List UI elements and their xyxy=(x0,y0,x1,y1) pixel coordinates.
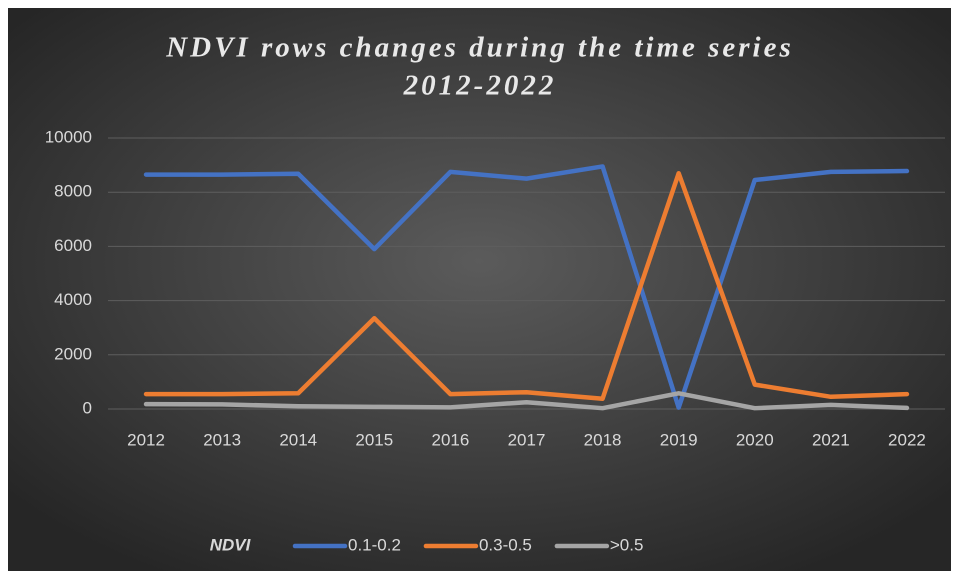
y-tick-label: 6000 xyxy=(54,236,92,255)
y-tick-label: 8000 xyxy=(54,182,92,201)
x-tick-label: 2018 xyxy=(584,430,622,449)
legend-label: 0.3-0.5 xyxy=(479,535,532,554)
series-line xyxy=(143,164,910,410)
x-tick-label: 2016 xyxy=(431,430,469,449)
x-tick-label: 2013 xyxy=(203,430,241,449)
x-tick-label: 2022 xyxy=(888,430,926,449)
legend-title: NDVI xyxy=(210,535,252,554)
x-tick-label: 2012 xyxy=(127,430,165,449)
chart-background xyxy=(8,8,951,571)
legend-label: >0.5 xyxy=(610,535,644,554)
legend-label: 0.1-0.2 xyxy=(348,535,401,554)
y-tick-label: 0 xyxy=(83,398,92,417)
x-tick-label: 2020 xyxy=(736,430,774,449)
series-line xyxy=(143,170,910,401)
x-tick-label: 2017 xyxy=(508,430,546,449)
y-tick-label: 10000 xyxy=(45,127,92,146)
x-tick-label: 2014 xyxy=(279,430,317,449)
chart-title: NDVI rows changes during the time series xyxy=(165,32,794,64)
x-tick-label: 2019 xyxy=(660,430,698,449)
chart-title: 2012-2022 xyxy=(403,70,557,102)
y-tick-label: 4000 xyxy=(54,290,92,309)
y-tick-label: 2000 xyxy=(54,344,92,363)
x-tick-label: 2015 xyxy=(355,430,393,449)
x-tick-label: 2021 xyxy=(812,430,850,449)
series-line xyxy=(143,391,910,411)
